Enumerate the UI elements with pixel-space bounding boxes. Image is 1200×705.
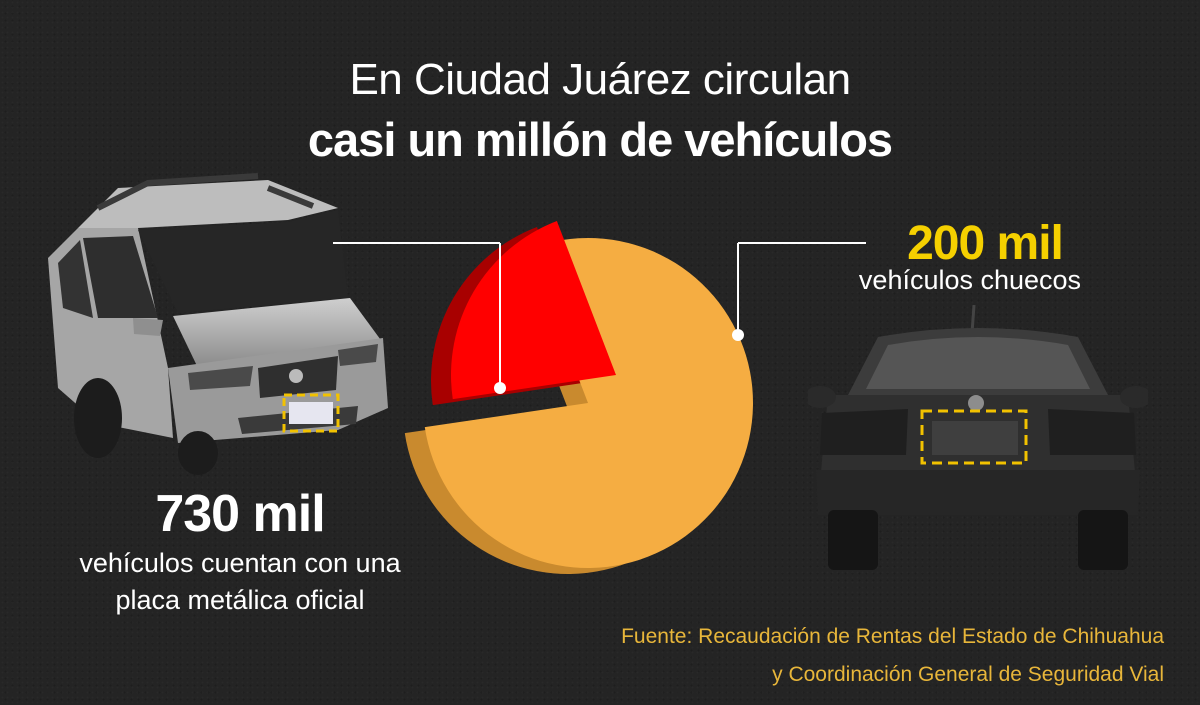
leader-dot-plated bbox=[494, 382, 506, 394]
pie-slice-0 bbox=[424, 237, 753, 568]
plate-highlight-box bbox=[282, 393, 340, 433]
title-line-1: En Ciudad Juárez circulan bbox=[349, 55, 851, 104]
sedan-photo bbox=[808, 305, 1148, 570]
plated-vehicles-desc-line-1: vehículos cuentan con una bbox=[79, 548, 401, 578]
empty-plate-recess bbox=[932, 421, 1018, 455]
chueco-vehicles-value: 200 mil bbox=[907, 217, 1064, 270]
chueco-vehicles-description: vehículos chuecos bbox=[858, 265, 1082, 295]
pie-slice-1 bbox=[451, 220, 616, 400]
source-line-2: y Coordinación General de Seguridad Vial bbox=[772, 663, 1164, 686]
title-line-2: casi un millón de vehículos bbox=[307, 113, 893, 166]
plated-vehicles-description: vehículos cuentan con una placa metálica… bbox=[20, 545, 460, 619]
license-plate bbox=[289, 402, 333, 424]
plate-highlight-box bbox=[920, 409, 1028, 465]
plated-vehicles-value: 730 mil bbox=[155, 485, 325, 543]
leader-dot-chueco bbox=[732, 329, 744, 341]
source-note: Fuente: Recaudación de Rentas del Estado… bbox=[464, 618, 1164, 694]
minivan-photo bbox=[48, 173, 388, 475]
plated-vehicles-desc-line-2: placa metálica oficial bbox=[115, 585, 365, 615]
source-line-1: Fuente: Recaudación de Rentas del Estado… bbox=[621, 625, 1164, 648]
